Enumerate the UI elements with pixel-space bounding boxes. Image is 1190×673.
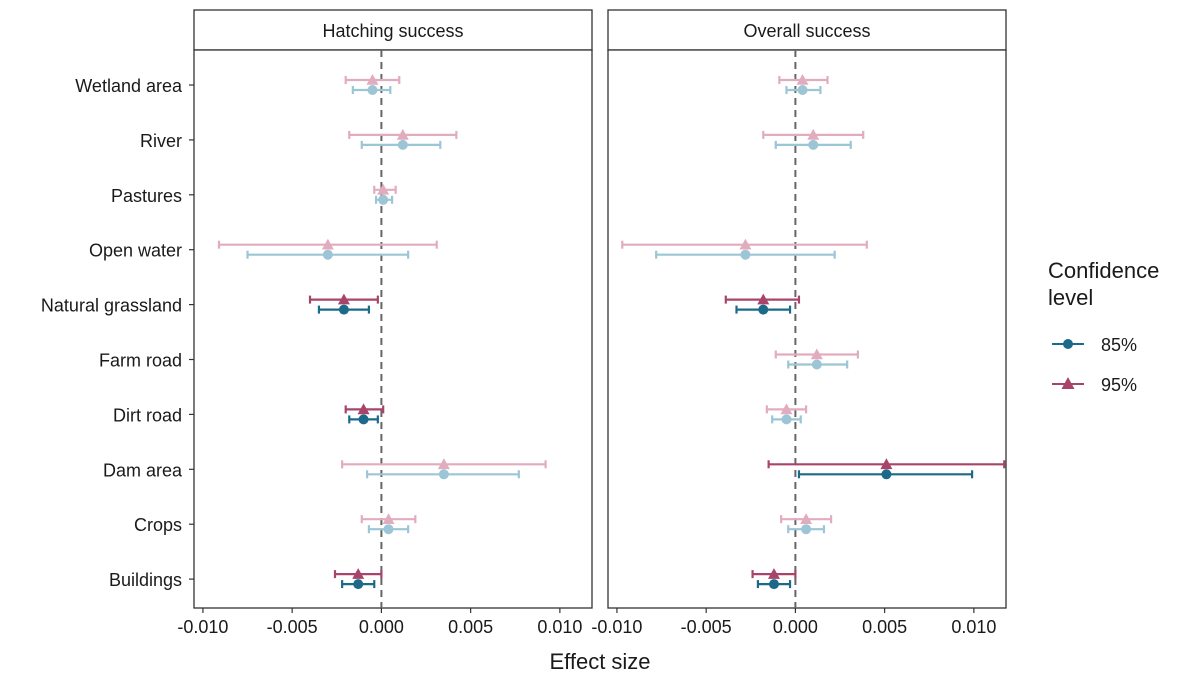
point-crops-95 bbox=[382, 513, 395, 524]
legend-entry-85: 85% bbox=[1052, 335, 1137, 355]
legend-title-line-1: Confidence bbox=[1048, 258, 1159, 283]
point-dirt-road-85 bbox=[358, 414, 369, 425]
point-dam-area-85 bbox=[438, 469, 449, 480]
x-tick-label: 0.010 bbox=[537, 617, 582, 637]
strip-box-overall bbox=[607, 9, 1007, 51]
y-tick-label-dirt-road: Dirt road bbox=[113, 405, 182, 425]
legend-label-85: 85% bbox=[1101, 335, 1137, 355]
point-wetland-area-85 bbox=[797, 85, 808, 95]
legend-circle-icon bbox=[1063, 339, 1073, 349]
point-river-85 bbox=[397, 139, 408, 150]
y-tick-label-natural-grassland: Natural grassland bbox=[41, 296, 182, 316]
point-natural-grassland-95 bbox=[757, 293, 770, 305]
y-axis: Wetland area River Pastures Open water Natur… bbox=[41, 76, 194, 590]
point-buildings-95 bbox=[767, 568, 780, 579]
point-river-95 bbox=[396, 128, 409, 140]
point-crops-95 bbox=[800, 513, 813, 524]
point-buildings-85 bbox=[768, 579, 779, 590]
point-river-85 bbox=[808, 139, 819, 150]
marks-overall bbox=[621, 74, 1006, 590]
point-open-water-85 bbox=[740, 249, 751, 260]
y-tick-label-river: River bbox=[140, 131, 182, 151]
legend-title-line-2: level bbox=[1048, 285, 1093, 310]
point-pastures-85 bbox=[378, 194, 389, 205]
point-farm-road-85 bbox=[811, 359, 822, 370]
marks-hatching bbox=[217, 74, 547, 590]
point-river-95 bbox=[807, 128, 820, 140]
point-natural-grassland-95 bbox=[337, 293, 350, 305]
point-open-water-95 bbox=[321, 238, 334, 250]
point-natural-grassland-85 bbox=[758, 304, 769, 315]
point-buildings-85 bbox=[353, 579, 364, 590]
point-pastures-95 bbox=[377, 183, 390, 195]
panel-border-hatching bbox=[193, 49, 593, 609]
point-dirt-road-95 bbox=[780, 403, 793, 415]
point-open-water-95 bbox=[739, 238, 752, 250]
point-open-water-85 bbox=[322, 249, 333, 260]
y-tick-label-open-water: Open water bbox=[89, 241, 182, 261]
x-axis-hatching: -0.010 -0.005 0.000 0.005 0.010 bbox=[177, 608, 582, 637]
strip-box-hatching bbox=[193, 9, 593, 51]
legend-label-95: 95% bbox=[1101, 375, 1137, 395]
point-crops-85 bbox=[383, 524, 394, 535]
facet-overall-success: Overall success bbox=[607, 9, 1007, 609]
y-tick-label-farm-road: Farm road bbox=[99, 351, 182, 371]
x-tick-label: -0.010 bbox=[177, 617, 228, 637]
x-tick-label: -0.010 bbox=[591, 617, 642, 637]
x-tick-label: -0.005 bbox=[267, 617, 318, 637]
point-dirt-road-85 bbox=[781, 414, 792, 425]
y-tick-label-dam-area: Dam area bbox=[103, 460, 183, 480]
point-wetland-area-95 bbox=[796, 74, 809, 85]
point-dam-area-85 bbox=[881, 469, 892, 480]
legend-entry-95: 95% bbox=[1052, 375, 1137, 395]
legend-triangle-icon bbox=[1061, 377, 1075, 389]
x-tick-label: 0.005 bbox=[448, 617, 493, 637]
x-tick-label: -0.005 bbox=[681, 617, 732, 637]
point-buildings-95 bbox=[352, 568, 365, 579]
x-tick-label: 0.005 bbox=[862, 617, 907, 637]
x-tick-label: 0.000 bbox=[359, 617, 404, 637]
x-axis-overall: -0.010 -0.005 0.000 0.005 0.010 bbox=[591, 608, 996, 637]
strip-label-overall: Overall success bbox=[743, 21, 870, 41]
y-tick-label-crops: Crops bbox=[134, 515, 182, 535]
legend: Confidence level 85% 95% bbox=[1048, 258, 1165, 395]
point-dam-area-95 bbox=[880, 458, 893, 470]
point-farm-road-95 bbox=[810, 348, 823, 360]
strip-label-hatching: Hatching success bbox=[322, 21, 463, 41]
point-dirt-road-95 bbox=[357, 403, 370, 415]
point-dam-area-95 bbox=[437, 458, 450, 470]
y-tick-label-wetland-area: Wetland area bbox=[75, 76, 183, 96]
point-natural-grassland-85 bbox=[338, 304, 349, 315]
point-wetland-area-85 bbox=[367, 85, 378, 95]
x-tick-label: 0.000 bbox=[773, 617, 818, 637]
point-wetland-area-95 bbox=[366, 74, 379, 85]
y-tick-label-pastures: Pastures bbox=[111, 186, 182, 206]
facet-hatching-success: Hatching success bbox=[193, 9, 593, 609]
legend-title: Confidence level bbox=[1048, 258, 1165, 310]
x-axis-title: Effect size bbox=[549, 649, 650, 673]
point-crops-85 bbox=[801, 524, 812, 535]
x-tick-label: 0.010 bbox=[951, 617, 996, 637]
y-tick-label-buildings: Buildings bbox=[109, 570, 182, 590]
